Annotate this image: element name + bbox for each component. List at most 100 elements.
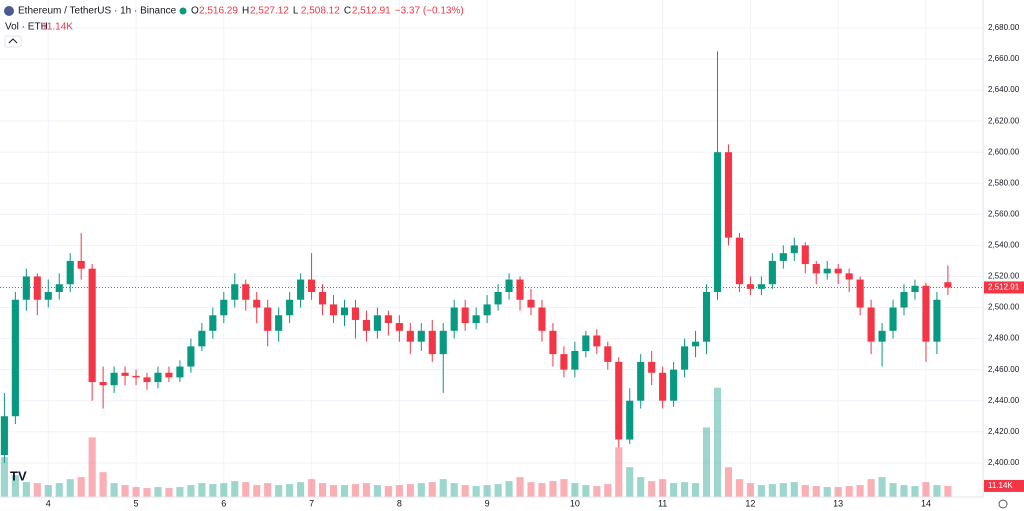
candle-body (308, 279, 316, 292)
ohlc-key: O (191, 6, 199, 17)
volume-bar (165, 488, 173, 497)
candle-body (395, 323, 403, 331)
candle-body (428, 330, 436, 355)
candle-body (264, 307, 272, 331)
candle-body (922, 285, 930, 342)
candle-body (911, 285, 919, 292)
y-tick-label: 2,660.00 (988, 54, 1020, 63)
volume-bar (253, 485, 261, 497)
volume-bar (187, 485, 195, 497)
volume-bar (801, 485, 809, 497)
y-tick-label: 2,480.00 (988, 334, 1020, 343)
ohlc-value: 2,512.91 (352, 6, 391, 17)
candle-body (198, 330, 206, 347)
symbol-icon (4, 6, 14, 16)
last-price-tag (984, 281, 1024, 294)
candle-body (77, 260, 85, 269)
volume-bar (11, 475, 19, 497)
volume-bar (0, 457, 8, 497)
x-tick-label: 7 (309, 498, 314, 508)
x-tick-label: 4 (46, 498, 51, 508)
volume-bar (33, 483, 41, 497)
plot-area (0, 0, 983, 497)
candle-body (483, 304, 491, 316)
volume-bar (395, 485, 403, 497)
candle-body (209, 315, 217, 331)
candle-body (351, 307, 360, 320)
candle-body (768, 260, 776, 285)
settings-button[interactable] (998, 499, 1008, 509)
y-tick-label: 2,500.00 (988, 303, 1020, 312)
collapse-icon (8, 38, 18, 44)
change: −3.37 (−0.13%) (395, 6, 464, 17)
x-tick-label: 12 (745, 498, 755, 508)
candle-body (549, 330, 557, 355)
volume-name: Vol · ETH (5, 22, 48, 33)
volume-bar (878, 477, 886, 497)
candle-body (275, 315, 283, 331)
volume-bar (362, 483, 370, 497)
ohlc-legend: O 2,516.29 H 2,527.12 L 2,508.12 C 2,512.91 −3.3… (191, 6, 464, 17)
tv-logo: TV (10, 468, 27, 483)
candle-body (900, 291, 908, 308)
ohlc-key: L (293, 6, 299, 17)
volume-bar (55, 483, 63, 497)
y-tick-label: 2,460.00 (988, 365, 1020, 374)
volume-bar (911, 486, 919, 497)
volume-bar (231, 481, 239, 497)
candle-body (944, 282, 952, 288)
candle-body (801, 245, 809, 265)
y-tick-label: 2,420.00 (988, 427, 1020, 436)
volume-bar (77, 477, 85, 497)
x-tick-label: 5 (134, 498, 139, 508)
volume-bar (779, 483, 787, 497)
candle-body (362, 319, 370, 331)
candle-body (472, 315, 480, 324)
candle-body (88, 268, 96, 383)
volume-bar (538, 483, 546, 497)
volume-bar (340, 485, 349, 497)
chart-title: Ethereum / TetherUS · 1h · Binance (18, 6, 177, 17)
candle-body (373, 315, 381, 331)
volume-bar (867, 479, 875, 497)
candle-body (845, 273, 853, 280)
volume-bar (856, 485, 864, 497)
candle-body (33, 276, 41, 300)
candle-body (253, 299, 261, 308)
volume-bar (242, 482, 250, 497)
collapse-button[interactable] (4, 35, 22, 48)
volume-bar (44, 485, 52, 497)
volume-bar (702, 427, 711, 497)
candle-body (626, 400, 634, 440)
candle-body (165, 372, 173, 378)
volume-bar (527, 482, 535, 497)
candle-body (187, 346, 195, 367)
volume-bar (823, 487, 831, 497)
candle-body (790, 245, 798, 254)
candle-body (154, 372, 162, 383)
volume-bar (88, 437, 96, 497)
volume-bar (329, 485, 338, 497)
volume-bar (604, 484, 612, 497)
candle-body (889, 307, 897, 331)
y-tick-label: 2,580.00 (988, 178, 1020, 187)
candle-body (593, 335, 601, 347)
volume-bar (406, 484, 414, 497)
volume-bar (264, 483, 272, 497)
candle-body (231, 284, 239, 300)
volume-bar (659, 479, 667, 497)
last-volume-tag (984, 479, 1024, 492)
candle-body (527, 299, 535, 308)
candle-body (713, 152, 722, 292)
volume-bar (297, 482, 305, 497)
volume-bar (286, 484, 294, 497)
volume-bar (900, 485, 908, 497)
candle-body (856, 279, 864, 308)
x-tick-label: 9 (485, 498, 490, 508)
candle-body (681, 346, 689, 370)
volume-bar (582, 485, 590, 497)
x-tick-label: 14 (921, 498, 931, 508)
candle-body (406, 330, 414, 342)
candle-body (648, 361, 656, 373)
